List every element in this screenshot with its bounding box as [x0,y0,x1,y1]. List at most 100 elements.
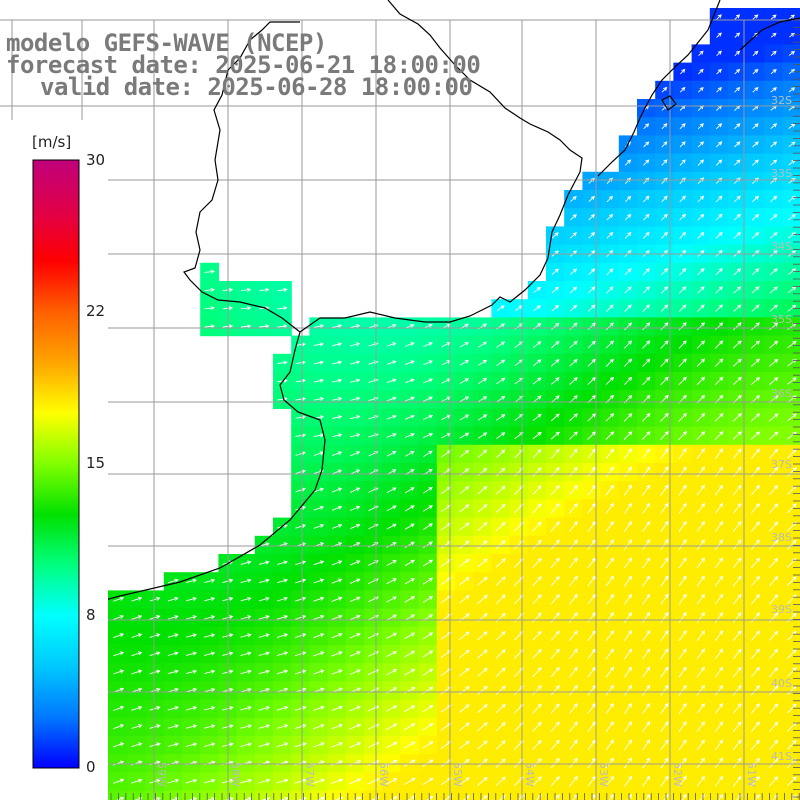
wind-arrow [569,721,578,732]
wind-arrow [750,431,761,440]
wind-arrow [587,612,596,623]
wind-arrow [405,342,415,347]
wind-arrow [185,651,198,656]
wind-arrow [550,594,560,605]
wind-arrow [496,359,506,366]
wind-arrow [276,669,289,675]
wind-arrow [788,141,796,148]
wind-arrow [569,739,578,751]
wind-cell [182,790,201,800]
wind-arrow [404,414,415,420]
wind-arrow [642,630,651,642]
wind-arrow [550,448,560,459]
wind-arrow [495,594,506,605]
wind-arrow [477,485,488,495]
wind-arrow [643,141,650,148]
wind-arrow [295,614,307,620]
wind-arrow [787,667,797,678]
wind-arrow [734,86,741,93]
wind-arrow [770,69,777,75]
wind-arrow [660,611,669,623]
wind-arrow [642,739,651,751]
wind-arrow [715,304,723,312]
wind-arrow [697,213,705,221]
wind-arrow [623,575,633,587]
wind-cell [564,790,583,800]
wind-arrow [623,539,633,551]
wind-arrow [477,359,488,366]
wind-arrow [532,648,542,659]
wind-arrow [569,304,578,312]
wind-arrow [587,322,596,331]
wind-arrow [769,630,779,641]
wind-arrow [350,505,361,511]
wind-arrow [386,523,397,530]
colorbar-tick-22: 22 [86,302,106,320]
wind-arrow [477,649,488,659]
wind-arrow [732,557,742,569]
wind-arrow [750,776,760,787]
wind-arrow [313,651,325,657]
wind-arrow [295,633,307,638]
wind-arrow [605,775,614,787]
longitude-label: 59W [155,762,168,787]
wind-arrow [477,558,488,568]
wind-arrow [294,651,307,657]
wind-arrow [331,433,343,438]
wind-arrow [698,68,704,75]
wind-arrow [697,195,705,203]
wind-arrow [732,575,742,587]
wind-arrow [331,633,343,639]
wind-arrow [496,305,505,312]
wind-arrow [587,358,596,367]
wind-arrow [642,721,651,733]
wind-arrow [386,378,397,384]
wind-arrow [750,630,760,641]
wind-arrow [678,575,687,587]
wind-arrow [258,778,271,784]
wind-arrow [458,704,470,713]
wind-arrow [787,539,797,550]
wind-arrow [422,777,434,786]
wind-arrow [313,396,325,401]
wind-arrow [587,666,596,678]
wind-arrow [185,724,198,729]
wind-arrow [714,484,724,496]
wind-arrow [641,412,651,422]
wind-arrow [550,630,560,641]
wind-arrow [459,558,470,568]
wind-arrow [624,268,632,276]
wind-arrow [714,502,724,514]
wind-arrow [769,358,779,367]
wind-arrow [788,50,796,56]
wind-arrow [678,539,687,551]
wind-arrow [569,593,578,605]
latitude-label: 39S [771,603,792,616]
wind-arrow [131,615,143,620]
wind-arrow [769,721,779,732]
wind-arrow [787,740,797,750]
wind-cell [127,790,147,800]
wind-arrow [623,630,633,642]
wind-arrow [477,740,488,750]
wind-arrow [295,451,306,456]
longitude-label: 51W [745,762,758,787]
wind-arrow [331,669,343,675]
wind-arrow [550,703,560,714]
wind-arrow [131,724,143,729]
wind-arrow [349,760,362,767]
wind-arrow [605,322,614,331]
wind-arrow [149,742,161,748]
wind-arrow [732,757,742,769]
wind-arrow [569,484,578,496]
wind-arrow [404,705,416,713]
wind-arrow [623,520,633,532]
wind-arrow [204,633,216,638]
wind-arrow [350,396,361,401]
wind-arrow [258,705,271,711]
wind-arrow [605,431,615,440]
wind-arrow [551,304,560,312]
wind-arrow [167,778,180,784]
wind-arrow [605,539,614,551]
wind-arrow [769,557,779,568]
